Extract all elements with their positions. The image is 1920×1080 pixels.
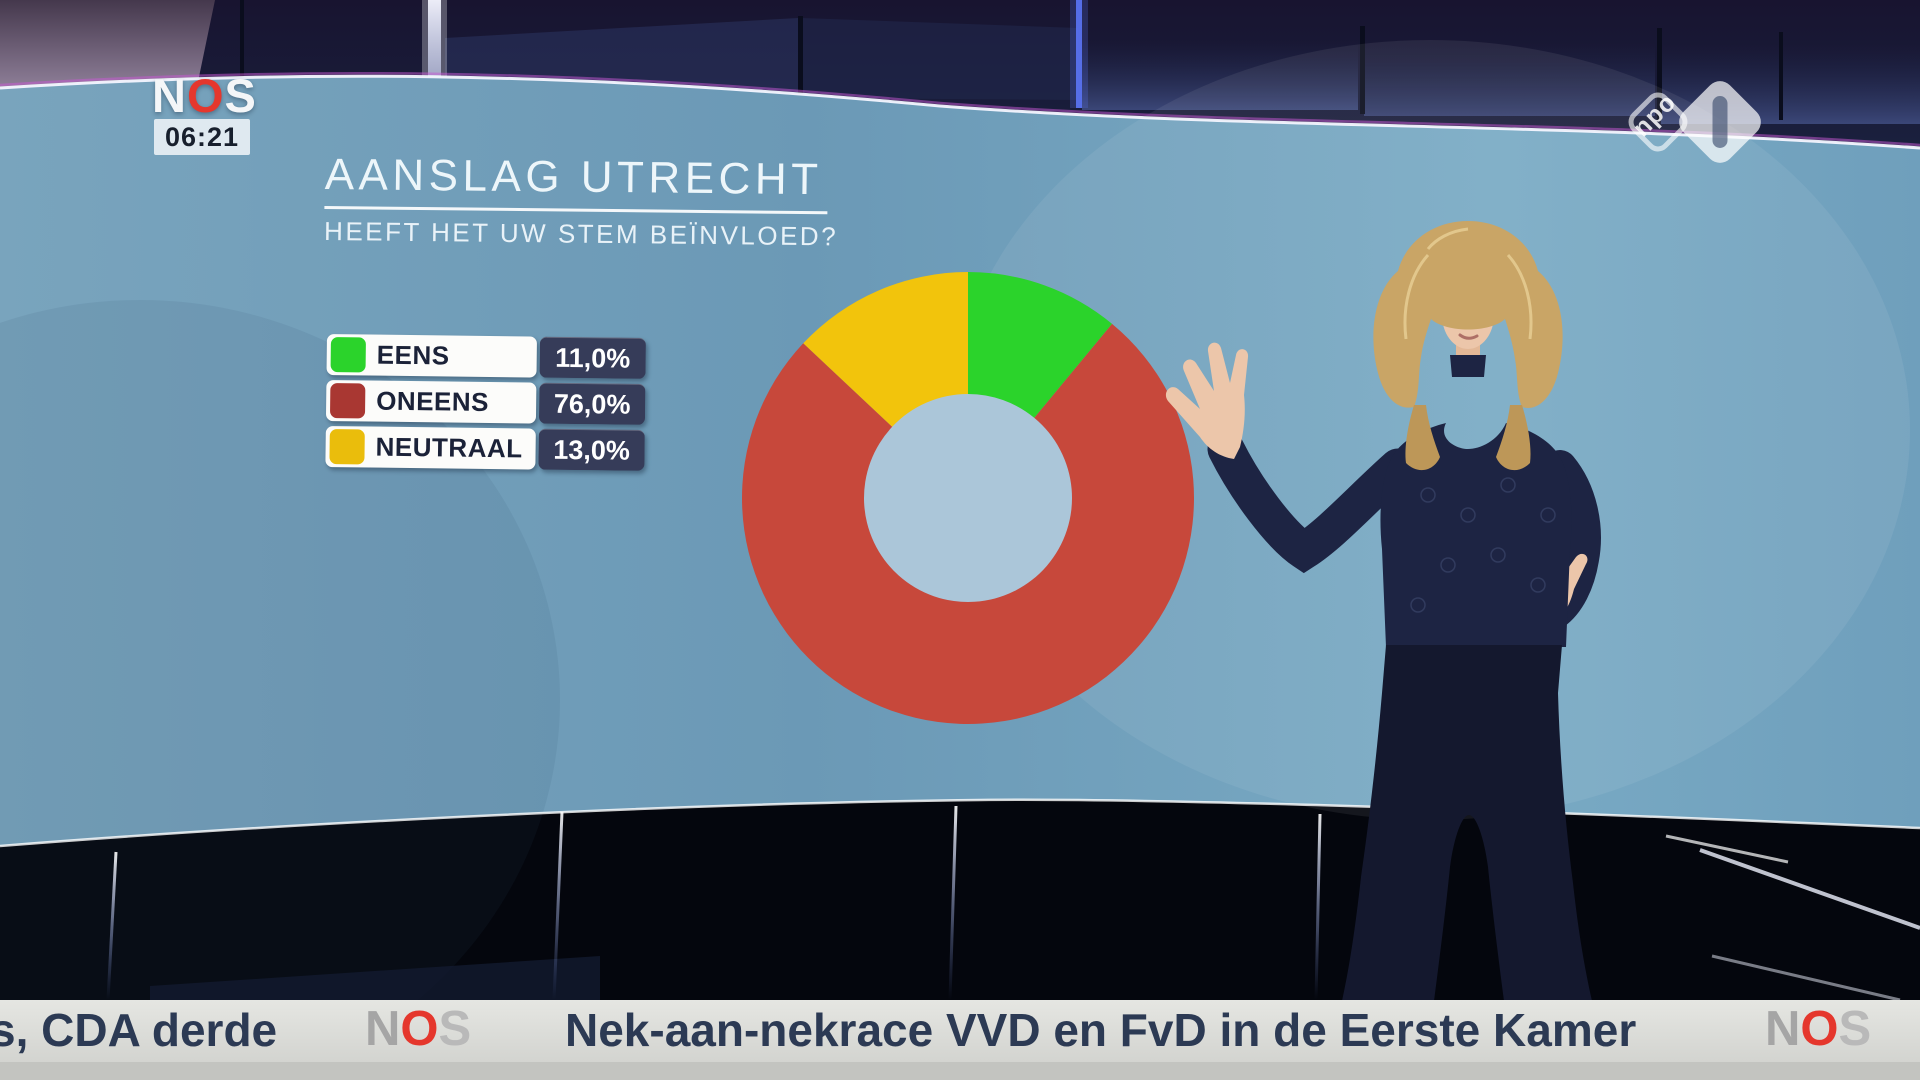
donut-slice-eens bbox=[968, 272, 1113, 418]
legend-value: 11,0% bbox=[539, 336, 646, 379]
legend-label-box: EENS bbox=[326, 334, 537, 378]
clock: 06:21 bbox=[154, 119, 250, 155]
chart-legend: EENS 11,0% ONEENS 76,0% NEUTRAAL 13,0% bbox=[325, 334, 646, 476]
presenter-right-hand bbox=[1165, 342, 1249, 459]
npo-channel-1-glyph bbox=[1712, 96, 1728, 148]
legend-label: ONEENS bbox=[376, 385, 490, 417]
donut-slice-neutraal bbox=[803, 272, 968, 427]
donut-chart bbox=[742, 272, 1194, 724]
nos-letter-o: O bbox=[186, 69, 225, 122]
legend-label: NEUTRAAL bbox=[375, 431, 523, 464]
presenter-hair-right bbox=[1496, 405, 1531, 471]
legend-row: NEUTRAAL 13,0% bbox=[325, 425, 645, 471]
news-ticker: s, CDA derde NOS Nek-aan-nekrace VVD en … bbox=[0, 1000, 1920, 1080]
legend-label-box: ONEENS bbox=[325, 379, 537, 424]
ticker-nos-logo-right: NOS bbox=[1765, 1001, 1871, 1057]
graphic-subtitle: HEEFT HET UW STEM BEÏNVLOED? bbox=[323, 215, 839, 252]
legend-row: ONEENS 76,0% bbox=[325, 379, 646, 425]
legend-swatch-1 bbox=[329, 383, 366, 419]
graphic-title: AANSLAG UTRECHT bbox=[324, 150, 823, 205]
ticker-nos-n: N bbox=[365, 1002, 401, 1056]
npo-outline-diamond bbox=[1628, 92, 1688, 152]
donut-slice-oneens bbox=[742, 323, 1194, 724]
legend-row: EENS 11,0% bbox=[326, 334, 646, 379]
ticker-nos-n: N bbox=[1765, 1002, 1801, 1056]
ticker-headline: Nek-aan-nekrace VVD en FvD in de Eerste … bbox=[565, 1004, 1637, 1056]
ticker-band: s, CDA derde NOS Nek-aan-nekrace VVD en … bbox=[0, 1000, 1920, 1062]
ticker-nos-s: S bbox=[438, 1002, 472, 1056]
ticker-bottom-strip bbox=[0, 1062, 1920, 1080]
legend-label: EENS bbox=[376, 339, 450, 371]
presenter bbox=[1165, 221, 1601, 1001]
legend-swatch-0 bbox=[330, 337, 366, 373]
ticker-left-text: s, CDA derde bbox=[0, 1004, 278, 1056]
presenter-collar bbox=[1450, 355, 1486, 377]
lace-texture bbox=[1410, 477, 1556, 613]
hair-highlights bbox=[1403, 227, 1533, 340]
presenter-hair-left bbox=[1405, 405, 1440, 471]
ticker-nos-s: S bbox=[1838, 1002, 1872, 1056]
graphic-header: AANSLAG UTRECHT HEEFT HET UW STEM BEÏNVL… bbox=[324, 150, 839, 252]
presenter-top bbox=[1380, 423, 1572, 647]
nos-letter-s: S bbox=[224, 69, 257, 122]
ticker-nos-logo: NOS bbox=[365, 1001, 471, 1057]
presenter-mouth bbox=[1458, 333, 1479, 340]
npo1-watermark: npo bbox=[1627, 81, 1761, 163]
donut-hole bbox=[862, 392, 1074, 604]
nos-letter-n: N bbox=[152, 69, 187, 122]
ticker-nos-o: O bbox=[1800, 1002, 1839, 1056]
presenter-right-arm bbox=[1207, 430, 1417, 574]
nos-logo: NOS bbox=[152, 68, 257, 123]
presenter-hair bbox=[1373, 221, 1563, 408]
presenter-trousers bbox=[1342, 645, 1592, 1001]
legend-label-box: NEUTRAAL bbox=[325, 425, 536, 470]
legend-value: 13,0% bbox=[538, 428, 645, 471]
legend-swatch-2 bbox=[329, 429, 365, 465]
legend-value: 76,0% bbox=[538, 382, 646, 425]
title-underline bbox=[324, 205, 828, 215]
ticker-nos-o: O bbox=[400, 1002, 439, 1056]
